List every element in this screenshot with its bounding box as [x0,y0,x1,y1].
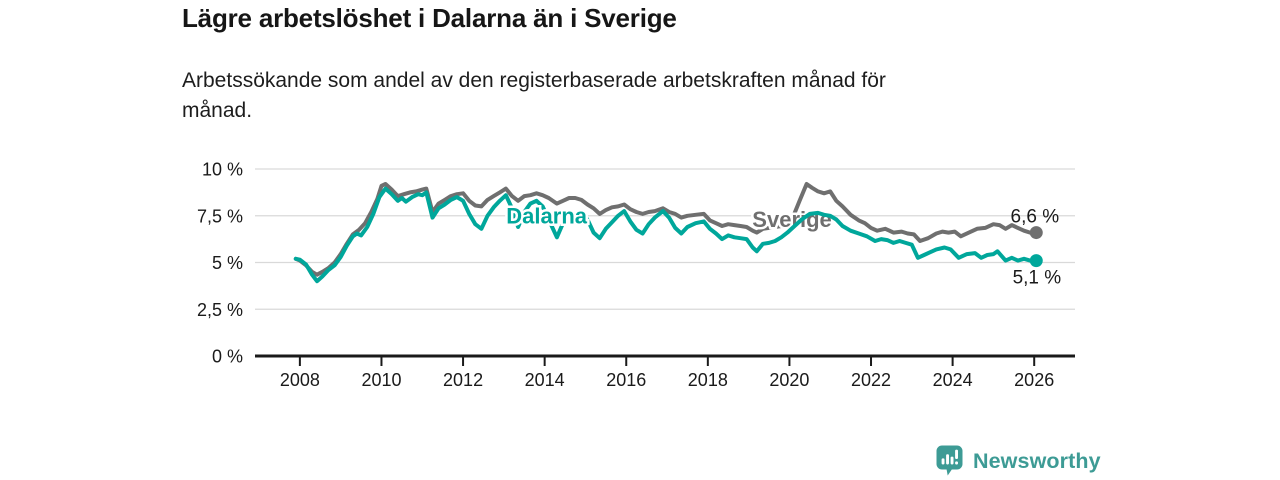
y-tick-label: 2,5 % [197,300,243,320]
series-end-dot-dalarna [1029,254,1043,268]
x-tick-label: 2014 [525,370,565,390]
series-line-sverige [293,182,1039,277]
y-tick-label: 7,5 % [197,206,243,226]
x-tick-label: 2016 [606,370,646,390]
y-tick-label: 5 % [212,253,243,273]
x-tick-label: 2026 [1014,370,1054,390]
y-tick-label: 10 % [202,160,243,180]
series-end-value-dalarna: 5,1 % [1013,267,1062,288]
y-tick-label: 0 % [212,347,243,367]
series-end-dot-sverige [1029,226,1043,240]
bar-chart-speech-bubble-icon [936,445,963,476]
chart-subtitle: Arbetssökande som andel av den registerb… [182,66,886,126]
x-tick-label: 2018 [688,370,728,390]
x-tick-label: 2022 [851,370,891,390]
x-tick-label: 2024 [933,370,973,390]
series-label-dalarna: Dalarna [506,204,587,229]
chart-subtitle-line-1: Arbetssökande som andel av den registerb… [182,69,886,92]
newsworthy-logo: Newsworthy [936,445,1101,477]
x-tick-label: 2008 [280,370,320,390]
x-tick-label: 2020 [769,370,809,390]
brand-name: Newsworthy [973,448,1101,473]
page-title: Lägre arbetslöshet i Dalarna än i Sverig… [182,3,677,33]
series-line-dalarna [293,186,1039,284]
x-tick-label: 2012 [443,370,483,390]
chart-subtitle-line-2: månad. [182,99,253,122]
x-tick-label: 2010 [361,370,401,390]
series-end-value-sverige: 6,6 % [1011,206,1060,227]
